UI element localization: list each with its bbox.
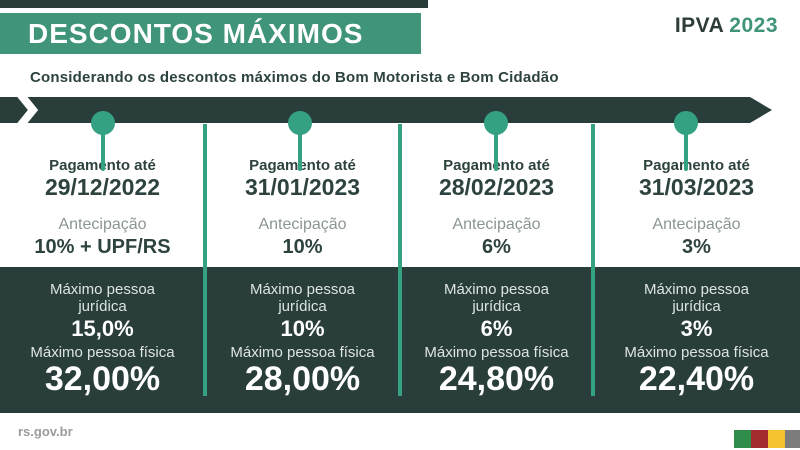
payment-label: Pagamento até xyxy=(249,157,356,174)
anticipation-value: 3% xyxy=(682,236,711,258)
timeline-column-4-payment: Pagamento até 31/03/2023 Antecipação 3% xyxy=(593,157,800,258)
max-individual-value: 28,00% xyxy=(244,360,361,398)
flag-square-gray xyxy=(785,430,800,448)
marker-stem xyxy=(494,125,498,171)
timeline-column-2-payment: Pagamento até 31/01/2023 Antecipação 10% xyxy=(205,157,400,258)
rs-flag-colors xyxy=(734,430,800,448)
timeline-column-3-maximums: Máximo pessoa jurídica 6% Máximo pessoa … xyxy=(400,281,593,397)
payment-date: 28/02/2023 xyxy=(438,174,555,200)
max-legal-label: Máximo pessoa jurídica xyxy=(443,281,550,315)
marker-dot-icon xyxy=(674,111,698,135)
max-individual-value: 32,00% xyxy=(44,360,161,398)
marker-dot-icon xyxy=(91,111,115,135)
chevron-notch-icon xyxy=(17,97,39,123)
timeline-column-4-maximums: Máximo pessoa jurídica 3% Máximo pessoa … xyxy=(593,281,800,397)
timeline-column-1-payment: Pagamento até 29/12/2022 Antecipação 10%… xyxy=(0,157,205,258)
max-legal-value: 10% xyxy=(280,316,325,341)
payment-date: 31/03/2023 xyxy=(638,174,755,200)
max-legal-label: Máximo pessoa jurídica xyxy=(249,281,356,315)
anticipation-label: Antecipação xyxy=(452,216,541,233)
payment-date: 29/12/2022 xyxy=(44,174,161,200)
marker-stem xyxy=(684,125,688,171)
flag-square-yellow xyxy=(768,430,785,448)
max-legal-label: Máximo pessoa jurídica xyxy=(49,281,156,315)
ipva-logo: IPVA 2023 xyxy=(675,14,778,38)
max-individual-value: 24,80% xyxy=(438,360,555,398)
page-title: DESCONTOS MÁXIMOS xyxy=(28,17,364,49)
timeline-column-1-maximums: Máximo pessoa jurídica 15,0% Máximo pess… xyxy=(0,281,205,397)
max-legal-value: 3% xyxy=(680,316,713,341)
anticipation-value: 10% + UPF/RS xyxy=(34,236,171,258)
max-legal-value: 15,0% xyxy=(71,316,134,341)
timeline-column-3-payment: Pagamento até 28/02/2023 Antecipação 6% xyxy=(400,157,593,258)
max-individual-label: Máximo pessoa física xyxy=(624,344,769,361)
flag-square-green xyxy=(734,430,751,448)
marker-dot-icon xyxy=(288,111,312,135)
max-individual-value: 22,40% xyxy=(638,360,755,398)
max-legal-label: Máximo pessoa jurídica xyxy=(643,281,750,315)
timeline-marker-4 xyxy=(674,111,698,171)
max-individual-label: Máximo pessoa física xyxy=(230,344,375,361)
timeline-marker-3 xyxy=(484,111,508,171)
flag-square-red xyxy=(751,430,768,448)
maximums-row: Máximo pessoa jurídica 15,0% Máximo pess… xyxy=(0,281,800,397)
brand-name: IPVA xyxy=(674,14,725,37)
timeline-arrow-band xyxy=(0,97,772,123)
marker-dot-icon xyxy=(484,111,508,135)
anticipation-label: Antecipação xyxy=(58,216,147,233)
marker-stem xyxy=(101,125,105,171)
timeline-marker-1 xyxy=(91,111,115,171)
anticipation-label: Antecipação xyxy=(652,216,741,233)
max-individual-label: Máximo pessoa física xyxy=(424,344,569,361)
payment-row: Pagamento até 29/12/2022 Antecipação 10%… xyxy=(0,157,800,258)
column-divider-1 xyxy=(203,124,207,396)
payment-date: 31/01/2023 xyxy=(244,174,361,200)
column-divider-2 xyxy=(398,124,402,396)
brand-year: 2023 xyxy=(729,14,778,37)
subtitle: Considerando os descontos máximos do Bom… xyxy=(30,69,559,86)
max-individual-label: Máximo pessoa física xyxy=(30,344,175,361)
column-divider-3 xyxy=(591,124,595,396)
footer-site-url: rs.gov.br xyxy=(18,424,73,439)
title-banner: DESCONTOS MÁXIMOS xyxy=(0,13,421,54)
marker-stem xyxy=(298,125,302,171)
anticipation-value: 6% xyxy=(482,236,511,258)
max-legal-value: 6% xyxy=(480,316,513,341)
timeline-column-2-maximums: Máximo pessoa jurídica 10% Máximo pessoa… xyxy=(205,281,400,397)
anticipation-label: Antecipação xyxy=(258,216,347,233)
payment-label: Pagamento até xyxy=(643,157,750,174)
timeline-marker-2 xyxy=(288,111,312,171)
anticipation-value: 10% xyxy=(282,236,323,258)
top-accent-strip xyxy=(0,0,428,8)
